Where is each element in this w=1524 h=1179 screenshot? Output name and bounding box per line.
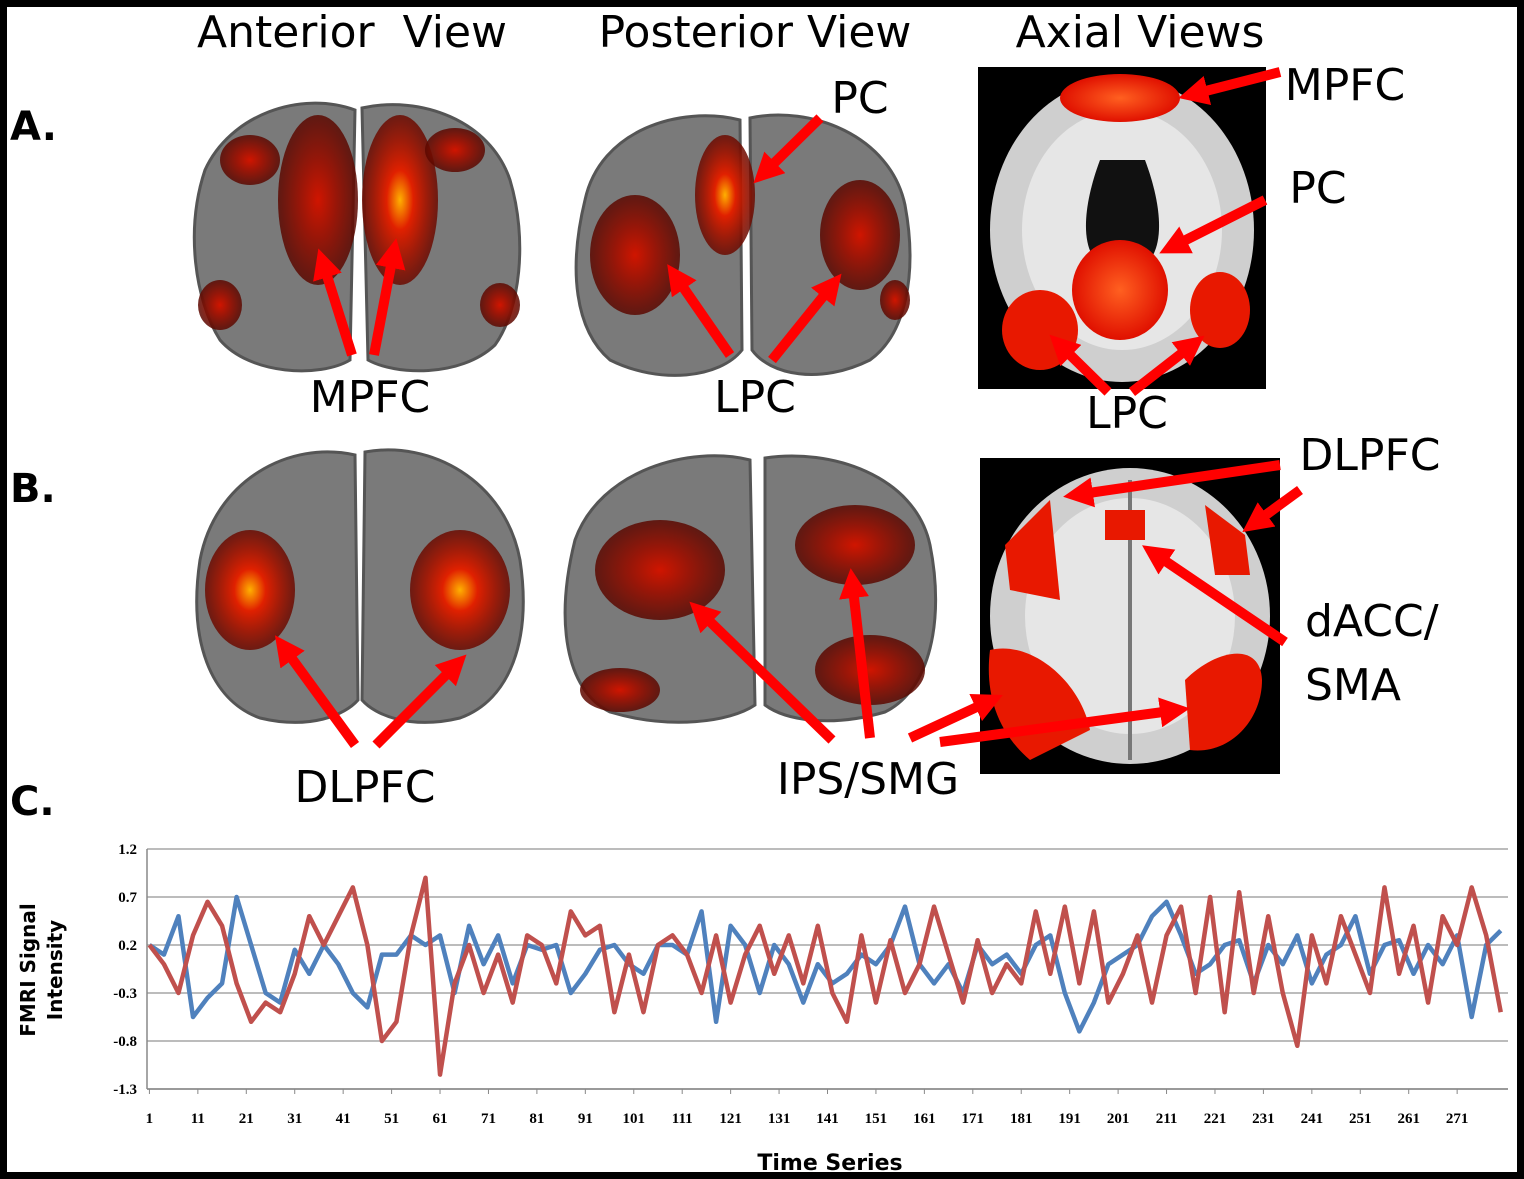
x-tick-label: 121 xyxy=(719,1111,742,1127)
figure: Anterior View Posterior View Axial Views… xyxy=(0,0,1524,1179)
column-header: Axial Views xyxy=(1016,7,1265,58)
y-tick-label: 1.2 xyxy=(118,842,137,858)
region-label: IPS/SMG xyxy=(777,754,959,805)
brain-posterior-b xyxy=(565,456,935,722)
region-label: MPFC xyxy=(1285,60,1406,111)
x-axis-label: Time Series xyxy=(757,1151,902,1176)
x-tick-label: 41 xyxy=(336,1111,351,1127)
y-tick-label: -1.3 xyxy=(113,1082,137,1098)
y-tick-label: -0.3 xyxy=(113,986,137,1002)
x-tick-label: 91 xyxy=(578,1111,593,1127)
x-tick-label: 251 xyxy=(1349,1111,1372,1127)
y-tick-label: -0.8 xyxy=(113,1034,137,1050)
x-tick-label: 241 xyxy=(1301,1111,1324,1127)
x-tick-label: 81 xyxy=(529,1111,544,1127)
panel-letter: B. xyxy=(10,466,56,512)
column-header: Anterior View xyxy=(197,7,507,58)
region-label: dACC/ xyxy=(1305,596,1439,647)
x-tick-label: 171 xyxy=(962,1111,985,1127)
region-label: LPC xyxy=(714,372,796,423)
x-tick-label: 271 xyxy=(1446,1111,1469,1127)
region-label: PC xyxy=(1289,163,1346,214)
region-label: MPFC xyxy=(310,372,431,423)
x-tick-label: 101 xyxy=(623,1111,646,1127)
panel-letter: C. xyxy=(10,779,55,825)
column-header: Posterior View xyxy=(599,7,912,58)
x-tick-label: 111 xyxy=(672,1111,693,1127)
x-tick-label: 141 xyxy=(816,1111,839,1127)
x-tick-label: 201 xyxy=(1107,1111,1130,1127)
x-tick-label: 261 xyxy=(1397,1111,1420,1127)
brain-axial-a xyxy=(978,67,1266,389)
y-tick-label: 0.7 xyxy=(118,890,137,906)
x-tick-label: 221 xyxy=(1204,1111,1227,1127)
panel-letter: A. xyxy=(10,104,57,150)
x-tick-label: 211 xyxy=(1156,1111,1178,1127)
y-axis-label: FMRI Signal xyxy=(16,903,40,1037)
x-tick-label: 31 xyxy=(287,1111,302,1127)
region-label: DLPFC xyxy=(295,762,436,813)
y-tick-label: 0.2 xyxy=(118,938,137,954)
x-tick-label: 11 xyxy=(191,1111,205,1127)
x-tick-label: 1 xyxy=(146,1111,154,1127)
region-label: LPC xyxy=(1086,388,1168,439)
y-axis-label: Intensity xyxy=(43,920,67,1020)
region-label: DLPFC xyxy=(1300,430,1441,481)
x-tick-label: 191 xyxy=(1058,1111,1081,1127)
x-tick-label: 21 xyxy=(239,1111,254,1127)
x-tick-label: 51 xyxy=(384,1111,399,1127)
x-tick-label: 231 xyxy=(1252,1111,1275,1127)
x-tick-label: 131 xyxy=(768,1111,791,1127)
x-tick-label: 61 xyxy=(433,1111,448,1127)
x-tick-label: 151 xyxy=(865,1111,888,1127)
region-label: SMA xyxy=(1305,660,1401,711)
x-tick-label: 181 xyxy=(1010,1111,1033,1127)
x-tick-label: 71 xyxy=(481,1111,496,1127)
region-label: PC xyxy=(831,73,888,124)
x-tick-label: 161 xyxy=(913,1111,936,1127)
